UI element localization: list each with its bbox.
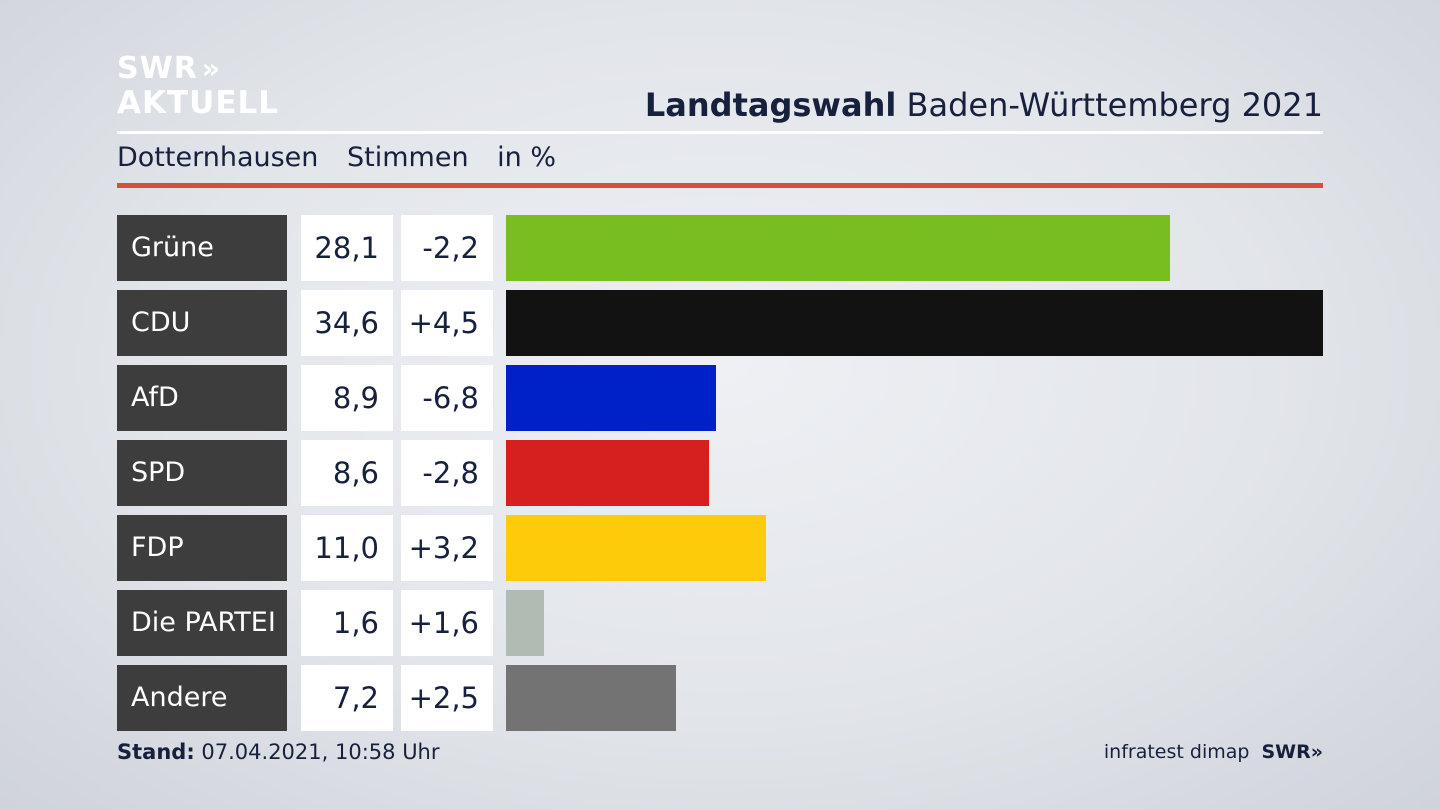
vote-share-label: 11,0 [301,515,393,581]
chart-row: SPD 8,6 -2,8 [117,440,1323,506]
chart-row: FDP 11,0 +3,2 [117,515,1323,581]
timestamp-value: 07.04.2021, 10:58 Uhr [201,740,440,764]
party-label: FDP [117,515,287,581]
change-label: +2,5 [401,665,493,731]
change-label: +4,5 [401,290,493,356]
chart-title: Landtagswahl Baden-Württemberg 2021 [645,86,1323,124]
chart-title-bold: Landtagswahl [644,86,897,124]
result-bar [506,665,676,731]
source-swr-text: SWR [1261,741,1311,763]
party-label: SPD [117,440,287,506]
change-label: +3,2 [401,515,493,581]
result-bar [506,515,766,581]
timestamp-label: Stand: [117,740,195,764]
logo-chevron-icon: » [201,52,220,85]
timestamp: Stand: 07.04.2021, 10:58 Uhr [117,740,440,764]
vote-share-label: 7,2 [301,665,393,731]
party-label: Andere [117,665,287,731]
change-label: -2,2 [401,215,493,281]
result-bar [506,215,1170,281]
change-label: -2,8 [401,440,493,506]
vote-share-label: 34,6 [301,290,393,356]
chart-title-rest: Baden-Württemberg 2021 [906,86,1324,124]
source-name: infratest dimap [1103,741,1250,763]
vote-share-label: 8,6 [301,440,393,506]
source-chevron-icon: » [1310,741,1323,763]
change-label: +1,6 [401,590,493,656]
source-swr-logo: SWR» [1261,741,1323,763]
subtitle-unit: in % [497,142,557,173]
result-bar [506,440,709,506]
party-label: Grüne [117,215,287,281]
result-bar [506,290,1323,356]
logo-swr-text: SWR [117,51,198,86]
result-bar [506,590,544,656]
source-credit: infratest dimap SWR» [1104,741,1323,763]
subtitle-location: Dotternhausen [117,142,319,173]
subtitle-measure: Stimmen [347,142,469,173]
logo-aktuell-text: AKTUELL [117,85,280,121]
chart-row: AfD 8,9 -6,8 [117,365,1323,431]
vote-share-label: 28,1 [301,215,393,281]
vote-share-label: 1,6 [301,590,393,656]
party-label: AfD [117,365,287,431]
swr-aktuell-logo: SWR» AKTUELL [117,51,280,121]
chart-row: Andere 7,2 +2,5 [117,665,1323,731]
chart-row: Die PARTEI 1,6 +1,6 [117,590,1323,656]
chart-row: CDU 34,6 +4,5 [117,290,1323,356]
change-label: -6,8 [401,365,493,431]
header-divider [117,131,1323,134]
party-label: Die PARTEI [117,590,287,656]
chart-subtitle: Dotternhausen Stimmen in % [117,142,576,173]
chart-row: Grüne 28,1 -2,2 [117,215,1323,281]
subtitle-divider [117,183,1323,188]
party-label: CDU [117,290,287,356]
result-bar [506,365,716,431]
vote-share-label: 8,9 [301,365,393,431]
